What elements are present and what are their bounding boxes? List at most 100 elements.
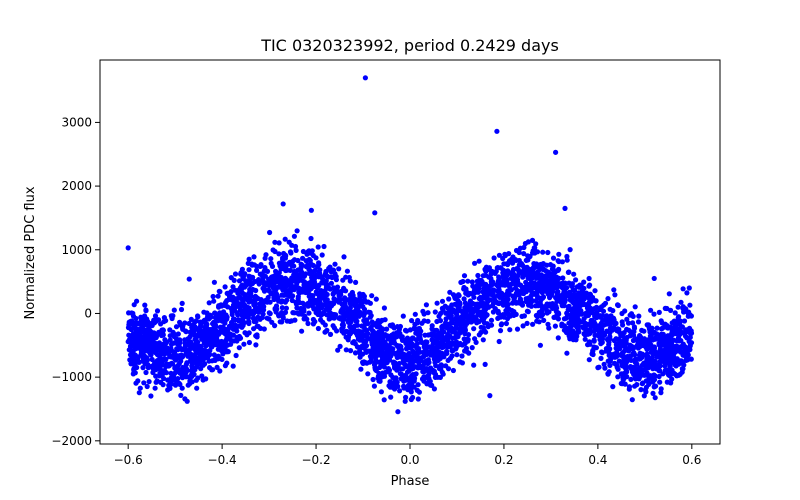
data-point [591,338,597,344]
data-point [324,327,330,333]
data-point [385,369,391,375]
data-point [513,300,519,306]
data-point [195,326,201,332]
data-point [437,363,443,369]
data-point [132,344,138,350]
data-point [503,320,509,327]
data-point [643,384,650,390]
data-point [410,394,416,401]
data-point [236,318,242,324]
data-point [483,264,489,270]
data-point [647,329,653,335]
data-point [638,342,644,348]
data-point [188,330,194,336]
data-point [219,313,225,319]
data-point [445,366,452,372]
data-point [229,307,235,313]
data-point [143,307,149,313]
data-point [444,333,451,339]
data-point [152,313,159,319]
data-point [365,299,371,305]
data-point [522,271,529,277]
data-point [289,318,295,324]
data-point [524,320,530,326]
data-point [461,296,467,302]
data-point [320,319,326,325]
data-point [154,308,161,314]
data-point [179,385,185,391]
data-point [448,304,454,310]
data-point [525,309,531,315]
data-point [178,358,184,364]
data-point [315,325,321,332]
data-point [175,331,181,337]
data-point [599,349,605,355]
data-point [539,289,546,295]
data-point [403,394,409,400]
data-point [483,329,489,335]
data-point [202,361,208,367]
data-point [443,310,449,316]
data-point [358,310,365,317]
data-point [675,358,681,364]
data-point [298,267,304,273]
data-point [491,255,497,261]
data-point [437,318,444,324]
data-point [630,337,637,344]
data-point [210,293,216,300]
data-point [222,284,228,290]
data-point [244,308,250,314]
data-point [431,339,437,345]
data-point [238,270,244,276]
data-point [133,328,139,334]
data-point [686,338,692,344]
data-point [290,310,296,316]
data-point [184,367,190,373]
data-point [316,291,322,297]
data-point [201,318,207,324]
data-point [364,317,370,323]
data-point [148,393,154,399]
data-point [544,308,550,314]
data-point [192,319,198,325]
data-point [615,326,621,332]
data-point [645,322,652,328]
data-point [337,315,343,321]
data-point [364,360,370,366]
data-point [675,304,681,310]
data-point [545,321,551,327]
data-point [202,352,208,359]
data-point [295,294,301,300]
data-point [573,313,579,319]
data-point [478,303,485,309]
data-point [595,365,601,371]
data-point [624,316,630,322]
data-point [586,357,592,363]
data-point [378,389,384,395]
data-point [426,359,432,366]
data-point [439,298,446,304]
data-point [540,261,546,267]
data-point [536,319,542,325]
data-point [509,260,516,266]
x-axis-label: Phase [391,474,430,489]
data-point [301,279,308,285]
data-point [369,349,375,355]
data-point [206,300,212,306]
data-point [129,310,135,316]
data-point [345,337,351,343]
data-point [415,382,421,388]
data-point [240,274,246,280]
data-point [168,370,174,376]
data-point [373,343,379,349]
data-point [431,370,437,376]
data-point [135,378,141,384]
data-point [509,300,516,306]
data-point [152,385,158,391]
data-point [669,358,675,364]
data-point [132,352,138,358]
data-point [537,264,543,270]
data-point [155,317,162,323]
data-point [387,322,393,328]
data-point [651,384,657,390]
